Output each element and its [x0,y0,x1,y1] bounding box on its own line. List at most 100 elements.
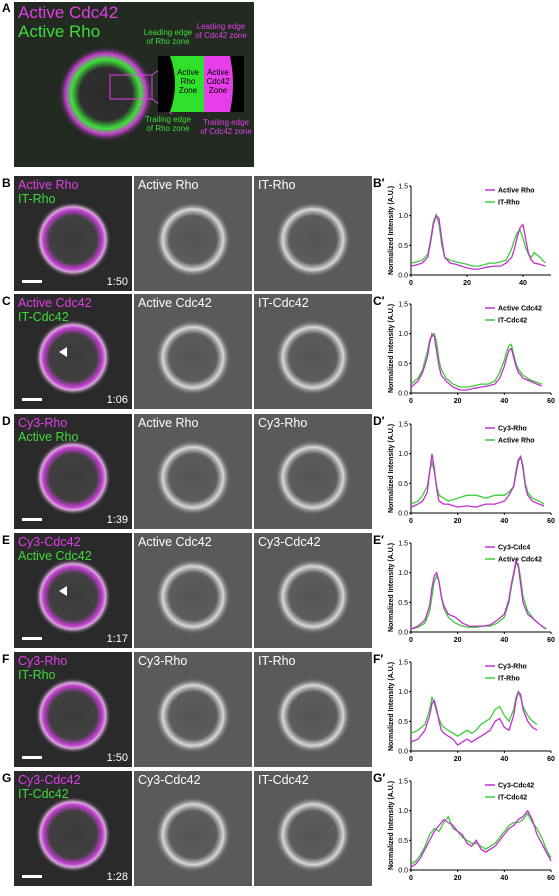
merge-label-green: IT-Cdc42 [18,310,69,324]
cell-ring-graphic [155,319,231,396]
intensity-plot: F′ 0.0 0.5 1.0 1.5 0 20 40 60 Normalized Intensit… [373,652,555,767]
x-tick-label: 40 [500,398,508,405]
y-tick-label: 0.0 [398,749,408,756]
plot-letter: B′ [373,176,385,190]
legend-entry: IT-Rho [498,200,520,207]
merge-image: Cy3-Rho IT-Rho 1:50 [14,652,132,767]
cell-ring-graphic [35,796,111,873]
intensity-plot: G′ 0.0 0.5 1.0 1.5 0 20 40 60 Normalized Intensit… [373,771,555,886]
merge-image: Active Cdc42 IT-Cdc42 1:06 [14,294,132,409]
x-tick-label: 60 [547,518,555,525]
plot-letter: E′ [373,533,384,547]
merge-label-magenta: Cy3-Cdc42 [18,773,81,787]
right-channel-label: IT-Rho [258,178,296,192]
cell-ring-graphic [275,439,351,516]
y-tick-label: 1.5 [398,302,408,309]
series-line [410,212,546,267]
cell-ring-graphic [275,796,351,873]
x-tick-label: 20 [454,875,462,882]
timestamp: 1:06 [106,394,128,406]
merge-image: Cy3-Cdc42 IT-Cdc42 1:28 [14,771,132,886]
cell-ring-graphic [35,677,111,754]
arrowhead-icon [59,347,67,357]
series-line [410,690,538,746]
panel-letter-d: D [2,414,11,428]
right-channel-label: IT-Rho [258,654,296,668]
middle-channel-image: Active Cdc42 [134,294,252,409]
y-tick-label: 0.5 [398,719,408,726]
merge-label-green: Active Rho [18,430,79,444]
right-channel-label: IT-Cdc42 [258,296,309,310]
x-tick-label: 40 [519,280,527,287]
y-tick-label: 0.0 [398,511,408,518]
middle-channel-image: Cy3-Rho [134,652,252,767]
scale-bar [22,518,42,521]
right-channel-label: Cy3-Cdc42 [258,535,321,549]
y-axis-label: Normalized Intensity (A.U.) [388,662,395,751]
merge-label-green: IT-Rho [18,192,56,206]
intensity-plot: D′ 0.0 0.5 1.0 1.5 0 20 40 60 Normalized Intensit… [373,414,555,529]
zone-schematic: Active Rho Zone Active Cdc42 Zone [158,56,244,112]
timestamp: 1:50 [106,752,128,764]
y-tick-label: 0.5 [398,481,408,488]
x-tick-label: 0 [409,875,413,882]
cell-ring-graphic [275,677,351,754]
scale-bar [22,756,42,759]
x-tick-label: 40 [500,518,508,525]
y-axis-label: Normalized Intensity (A.U.) [388,543,395,632]
legend-entry: Active Rho [498,438,535,445]
x-tick-label: 60 [547,637,555,644]
y-axis-label: Normalized Intensity (A.U.) [388,781,395,870]
y-tick-label: 0.0 [398,868,408,875]
y-tick-label: 0.5 [398,600,408,607]
cell-ring-graphic [155,796,231,873]
scale-bar [22,875,42,878]
plot-svg: 0.0 0.5 1.0 1.5 0 20 40 60 Normalized Intensity … [388,302,555,406]
active-cdc42-zone-label: Active Cdc42 Zone [206,68,230,95]
timestamp: 1:50 [106,276,128,288]
y-tick-label: 0.5 [398,243,408,250]
merge-image: Active Rho IT-Rho 1:50 [14,176,132,291]
scale-bar [22,637,42,640]
x-tick-label: 60 [547,875,555,882]
leading-edge-cdc42-label: Leading edge of Cdc42 zone [195,22,247,40]
y-tick-label: 0.0 [398,273,408,280]
series-line [410,558,547,630]
y-tick-label: 1.5 [398,541,408,548]
arrowhead-icon [59,586,67,596]
leading-edge-rho-label: Leading edge of Rho zone [143,28,193,46]
legend-entry: IT-Cdc42 [498,318,527,325]
intensity-plot: E′ 0.0 0.5 1.0 1.5 0 20 40 60 Normalized Intensit… [373,533,555,648]
x-tick-label: 40 [500,875,508,882]
merge-label-magenta: Cy3-Rho [18,416,68,430]
panel-letter-e: E [2,533,11,547]
series-line [410,809,552,868]
x-tick-label: 0 [409,280,413,287]
cell-ring-graphic [155,439,231,516]
right-channel-label: IT-Cdc42 [258,773,309,787]
merge-image: Cy3-Rho Active Rho 1:39 [14,414,132,529]
x-tick-label: 20 [454,756,462,763]
legend-entry: Cy3-Rho [498,664,527,671]
cell-ring-graphic [155,201,231,278]
cell-ring-graphic [275,319,351,396]
right-channel-label: Cy3-Rho [258,416,308,430]
middle-channel-label: Active Rho [138,416,199,430]
legend-entry: Active Rho [498,188,535,195]
plot-letter: C′ [373,294,385,308]
merge-label-magenta: Cy3-Cdc42 [18,535,81,549]
plot-svg: 0.0 0.5 1.0 1.5 0 20 40 60 Normalized Intensity … [388,541,555,645]
merge-label-green: Active Cdc42 [18,549,92,563]
timestamp: 1:39 [106,514,128,526]
merge-label-green: IT-Rho [18,668,56,682]
y-axis-label: Normalized Intensity (A.U.) [388,186,395,275]
y-tick-label: 1.5 [398,660,408,667]
y-axis-label: Normalized Intensity (A.U.) [388,424,395,513]
right-channel-image: IT-Rho [254,176,372,291]
legend-entry: Cy3-Cdc42 [498,783,534,790]
y-tick-label: 1.5 [398,779,408,786]
panel-letter-b: B [2,176,11,190]
middle-channel-image: Active Cdc42 [134,533,252,648]
x-tick-label: 20 [463,280,471,287]
cell-ring-graphic [155,677,231,754]
